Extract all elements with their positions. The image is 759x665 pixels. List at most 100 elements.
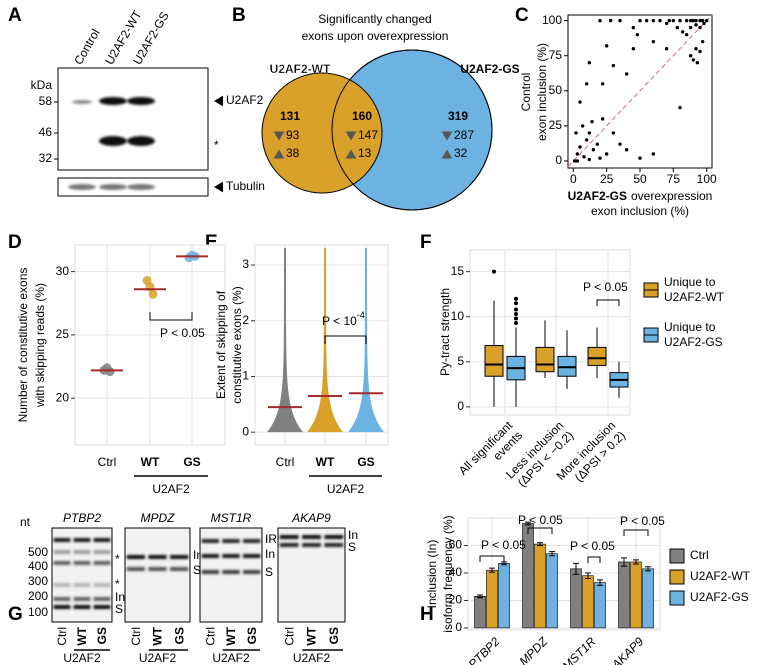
point: [658, 18, 662, 23]
bar: [618, 561, 630, 629]
y-tick-label: 0: [455, 620, 462, 634]
gel-band: [73, 605, 91, 609]
violin: [267, 248, 303, 433]
gel-band: [73, 550, 91, 554]
gel-band: [170, 555, 189, 559]
legend-label: U2AF2-GS: [664, 335, 723, 349]
bar: [570, 568, 582, 629]
gel-band: [53, 550, 71, 554]
band: [99, 184, 127, 190]
lane-label: Ctrl: [282, 627, 296, 646]
gel-band: [93, 538, 111, 542]
point: [644, 18, 649, 23]
point: [695, 61, 700, 65]
annotation: P < 0.05: [160, 326, 205, 340]
point: [618, 18, 622, 23]
point: [664, 21, 669, 26]
gel-band: [73, 597, 91, 601]
point: [580, 124, 585, 128]
bar: [486, 569, 498, 629]
band-label: In: [115, 590, 125, 604]
gel-band: [324, 543, 344, 547]
group-label: U2AF2: [63, 651, 101, 665]
panel-label: H: [420, 604, 434, 625]
annotation-exponent: -4: [357, 310, 365, 320]
reference-line: [567, 14, 713, 167]
x-axis-label-part: overexpression: [631, 189, 712, 203]
up-icon: [345, 149, 357, 159]
x-tick-label: 0: [570, 172, 577, 186]
error-bar: [585, 572, 591, 579]
marker-label: 46: [39, 125, 53, 139]
point: [105, 367, 115, 377]
point: [638, 156, 642, 160]
y-tick-label: 1: [242, 369, 249, 383]
band-label: *: [115, 552, 120, 566]
set-label: U2AF2-GS: [460, 62, 519, 76]
point: [595, 142, 600, 146]
marker-label: 32: [39, 151, 53, 165]
legend-label: Unique to: [664, 275, 716, 289]
point: [148, 289, 158, 299]
lane-label: WT: [151, 626, 165, 645]
bar: [546, 553, 558, 629]
band-label: Tubulin: [226, 179, 265, 193]
legend-swatch: [669, 590, 685, 606]
gel-band: [73, 583, 91, 587]
ladder-label: 400: [28, 559, 48, 573]
gel-image: [277, 527, 346, 623]
region-total: 319: [448, 109, 468, 123]
down-icon: [441, 131, 453, 141]
group-label: U2AF2: [327, 482, 365, 496]
significance-bracket: [596, 299, 620, 306]
outlier: [514, 316, 518, 321]
lane-label: Ctrl: [204, 627, 218, 646]
x-tick-label: WT: [141, 455, 160, 469]
error-bar: [597, 579, 603, 586]
point: [611, 131, 616, 135]
y-axis-label: Number of constitutive exons: [16, 268, 30, 423]
x-axis-label: exon inclusion (%): [591, 204, 689, 218]
y-axis-label: Extent of skipping of: [214, 290, 228, 399]
point: [587, 157, 592, 162]
panel-label: B: [232, 5, 246, 26]
y-tick-label: 40: [449, 565, 463, 579]
annotation: P < 0.05: [583, 280, 628, 294]
point: [572, 159, 577, 163]
venn-title: exons upon overexpression: [302, 29, 449, 43]
box: [484, 345, 504, 377]
x-axis-label-emphasis: U2AF2-GS: [568, 189, 627, 203]
y-axis-label: with skipping reads (%): [33, 283, 47, 408]
outlier: [492, 269, 496, 274]
lane-label: Control: [71, 27, 102, 68]
band-label: In: [193, 548, 203, 562]
bar: [474, 596, 486, 629]
ladder-label: 100: [28, 605, 48, 619]
y-axis-label: Inclusion (In): [425, 540, 439, 609]
gel-band: [324, 535, 344, 539]
y-tick-label: 20: [56, 390, 70, 404]
legend-label: U2AF2-WT: [690, 569, 751, 583]
significance-bracket: [479, 555, 505, 562]
point: [691, 18, 696, 23]
point: [578, 145, 582, 149]
x-axis-label: U2AF2-GS overexpression: [568, 189, 713, 203]
point: [678, 18, 682, 23]
band-label: *: [214, 138, 219, 152]
legend-label: Ctrl: [690, 548, 709, 562]
error-bar: [573, 562, 579, 575]
y-tick-label: 15: [451, 264, 465, 278]
band-label: In: [265, 547, 275, 561]
gel-band: [93, 605, 111, 609]
point: [688, 18, 693, 23]
outlier: [514, 301, 518, 306]
gene-label: MPDZ: [141, 511, 176, 525]
panel-label: D: [8, 232, 22, 253]
point: [575, 152, 580, 156]
x-tick-label: GS: [357, 455, 374, 469]
point: [624, 148, 629, 152]
point: [600, 117, 605, 121]
point: [587, 131, 592, 135]
significance-bracket: [324, 335, 367, 344]
